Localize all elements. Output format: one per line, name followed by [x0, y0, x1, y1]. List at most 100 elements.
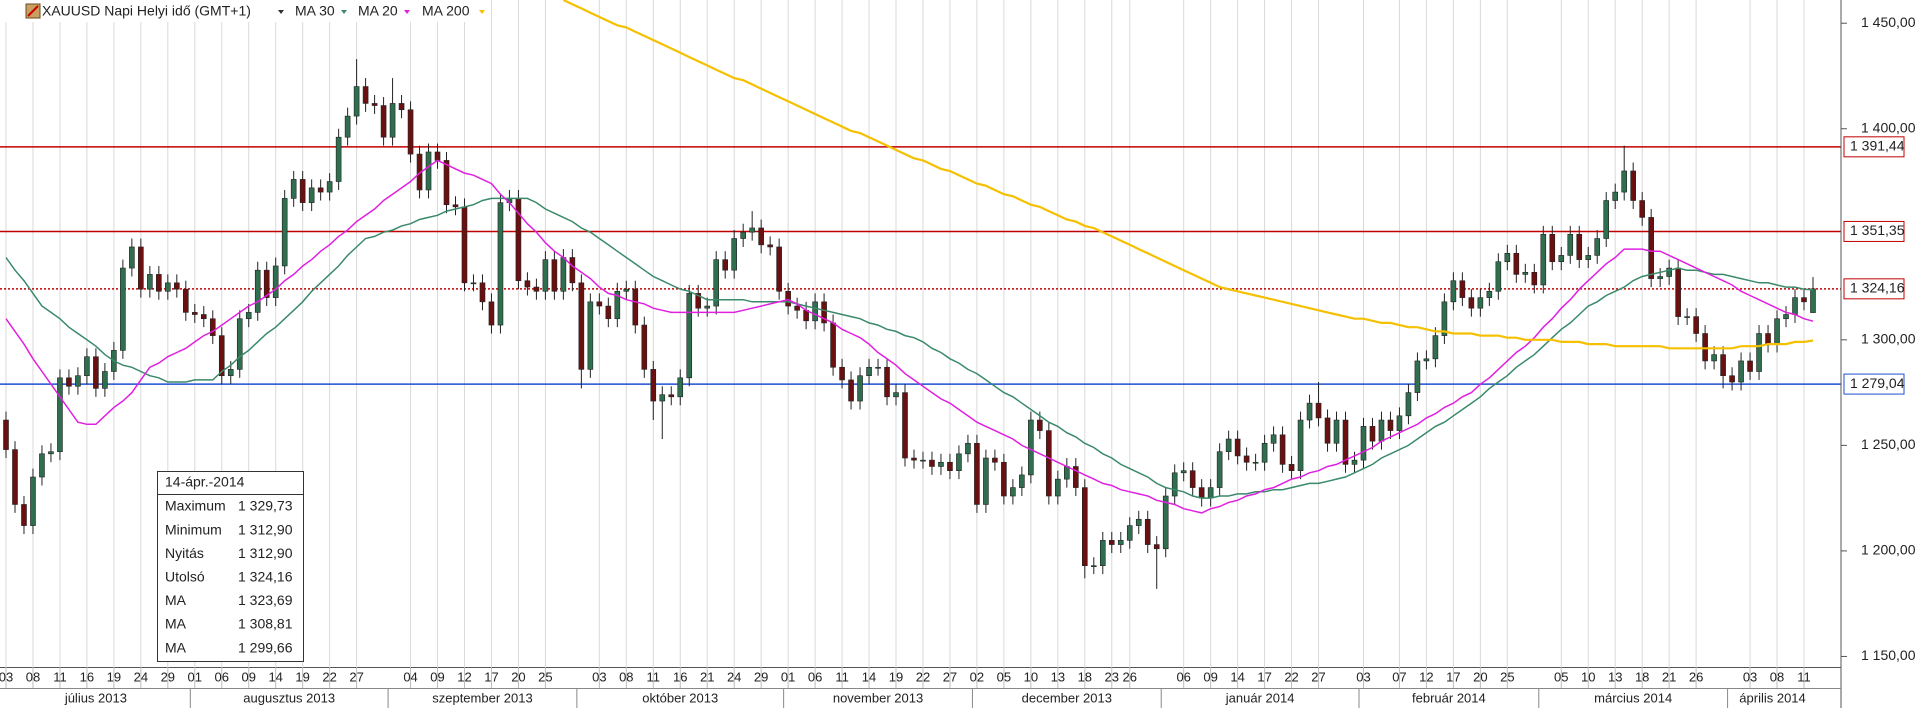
info-value: 1 329,73 [238, 498, 293, 514]
candle-body [1037, 419, 1043, 431]
level-label: 1 391,44 [1850, 138, 1905, 154]
candle-body [425, 151, 432, 191]
candle-body [66, 377, 72, 387]
candle-body [272, 265, 279, 298]
candle-body [1810, 288, 1816, 313]
symbol-icon-stroke [27, 5, 39, 17]
candle-body [1459, 280, 1466, 298]
candle-body [1216, 451, 1223, 488]
x-tick-label: 01 [781, 669, 795, 684]
legend-label[interactable]: MA 200 [422, 3, 470, 19]
candle-body [1351, 459, 1358, 465]
level-label-box [1843, 220, 1905, 242]
candle-body [1288, 464, 1295, 471]
candle-body [138, 246, 144, 290]
candle-body [938, 461, 944, 467]
y-tick-label: 1 300,00 [1861, 331, 1916, 347]
legend-label[interactable]: MA 30 [295, 3, 335, 19]
x-tick-label: 23 [1105, 669, 1119, 684]
candle-body [245, 312, 252, 320]
y-tick-label: 1 200,00 [1861, 542, 1916, 558]
candle-body [776, 246, 782, 292]
candle-body [1252, 461, 1259, 464]
candle-body [1441, 301, 1448, 336]
candle-body [443, 160, 450, 206]
candle-body [1531, 271, 1538, 286]
x-tick-label: 12 [1419, 669, 1433, 684]
candle-body [1504, 252, 1511, 263]
candle-body [542, 259, 549, 292]
candle-body [335, 136, 342, 182]
candle-body [1180, 470, 1187, 474]
candle-body [1153, 544, 1160, 550]
x-tick-label: 27 [349, 669, 363, 684]
candle-body [371, 103, 378, 106]
x-tick-label: 04 [403, 669, 417, 684]
x-tick-label: 14 [268, 669, 282, 684]
candle-body [704, 305, 711, 309]
x-tick-label: 22 [1284, 669, 1298, 684]
info-label: Maximum [165, 498, 226, 514]
candle-body [1189, 470, 1196, 488]
candle-body [1117, 540, 1124, 545]
x-tick-label: 26 [1123, 669, 1137, 684]
candle-body [3, 419, 9, 450]
candle-body [1082, 487, 1088, 566]
info-label: MA [165, 616, 187, 632]
dropdown-arrow[interactable] [341, 10, 347, 14]
candle-body [992, 457, 998, 463]
candle-body [57, 377, 63, 453]
x-tick-label: 29 [754, 669, 768, 684]
candle-body [569, 257, 576, 284]
candle-body [1360, 426, 1367, 461]
candle-body [398, 103, 405, 111]
candle-body [48, 451, 54, 455]
dropdown-arrow[interactable] [278, 10, 284, 14]
x-tick-label: 16 [673, 669, 687, 684]
candle-body [191, 312, 198, 315]
candle-body [165, 282, 171, 292]
x-tick-label: 09 [430, 669, 444, 684]
x-tick-label: 21 [1662, 669, 1676, 684]
x-tick-label: 02 [970, 669, 984, 684]
x-tick-label: 20 [1473, 669, 1487, 684]
candle-body [1648, 217, 1654, 279]
info-label: Utolsó [165, 569, 205, 585]
legend-label[interactable]: MA 20 [358, 3, 398, 19]
dropdown-arrow[interactable] [404, 10, 410, 14]
candle-body [470, 282, 477, 285]
x-tick-label: 07 [1392, 669, 1406, 684]
info-value: 1 312,90 [238, 521, 293, 537]
candle-body [1315, 402, 1322, 419]
x-tick-label: 18 [1078, 669, 1092, 684]
candle-body [39, 453, 45, 478]
candle-body [1055, 478, 1061, 497]
month-label: augusztus 2013 [243, 690, 335, 705]
x-tick-label: 14 [1230, 669, 1244, 684]
candle-body [353, 86, 360, 117]
x-tick-label: 01 [188, 669, 202, 684]
symbol-title[interactable]: XAUUSD Napi Helyi idő (GMT+1) [42, 3, 251, 19]
ma-line [5, 159, 1814, 514]
candle-body [1099, 540, 1106, 566]
candle-body [30, 476, 36, 526]
candle-body [1019, 474, 1025, 488]
candle-body [830, 322, 836, 368]
candle-body [1297, 419, 1304, 471]
candle-body [1001, 461, 1007, 497]
x-tick-label: 22 [322, 669, 336, 684]
candle-body [1630, 170, 1636, 201]
x-tick-label: 11 [53, 669, 67, 684]
x-tick-label: 27 [943, 669, 957, 684]
candle-body [1261, 442, 1268, 463]
candle-body [21, 504, 27, 526]
candle-body [129, 246, 135, 269]
dropdown-arrow[interactable] [479, 10, 485, 14]
candle-body [848, 379, 854, 402]
x-tick-label: 10 [1581, 669, 1595, 684]
candle-body [1135, 518, 1142, 526]
candle-body [650, 369, 657, 402]
x-tick-label: 24 [727, 669, 741, 684]
